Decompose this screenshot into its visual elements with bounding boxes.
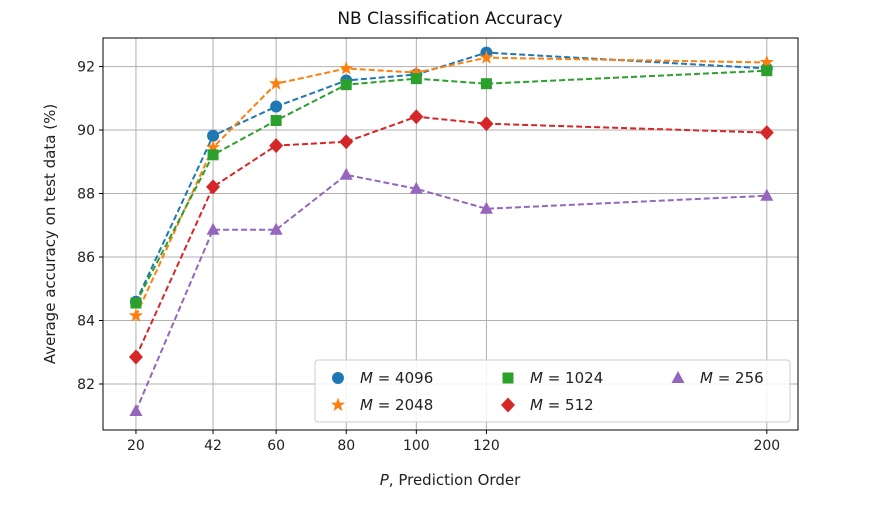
x-tick-label: 60 [267,438,285,454]
x-tick-label: 200 [753,438,780,454]
legend-label: M = 256 [700,369,764,387]
series-m-1024 [130,65,773,309]
legend-label: M = 2048 [360,396,433,414]
plot-frame [102,37,799,431]
data-point [128,349,143,365]
data-point [759,54,774,69]
chart-title: NB Classification Accuracy [337,9,562,29]
data-point [205,140,221,154]
legend-marker [671,371,685,383]
legend-variable: M [530,369,543,387]
data-point [269,138,284,154]
data-point [129,403,143,416]
series-line [135,51,767,303]
series-m-2048 [128,50,774,322]
y-tick-label: 92 [77,60,95,76]
x-axis-variable: P [380,471,390,489]
data-point [479,116,494,132]
y-axis-label: Average accuracy on test data (%) [41,104,59,364]
x-tick-label: 20 [127,438,145,454]
data-point [761,65,773,77]
x-axis-label-text: , Prediction Order [389,471,521,489]
data-point [207,149,219,161]
legend-label: M = 1024 [530,369,603,387]
legend-variable: M [360,396,373,414]
series-m-256 [129,167,774,416]
series-line [135,69,767,304]
legend-value: = 256 [713,369,764,387]
data-point [480,78,492,90]
data-point [410,73,422,85]
data-point [479,201,493,214]
y-tick-label: 88 [77,187,95,203]
data-point [409,181,423,194]
legend-variable: M [530,396,543,414]
data-point [760,188,774,201]
legend-label: M = 512 [530,396,594,414]
x-tick-label: 42 [204,438,222,454]
data-point [269,76,284,90]
y-tick-label: 82 [77,377,95,393]
legend-marker [332,372,344,384]
data-point [270,100,283,113]
legend-value: = 4096 [373,369,433,387]
data-point [479,50,494,64]
data-point [759,125,774,141]
data-point [206,222,220,235]
data-point [207,129,220,142]
data-point [128,308,144,322]
legend-marker [501,397,515,413]
series-m-512 [128,109,774,365]
series-line [135,56,767,317]
data-point [206,179,221,195]
legend-marker [330,397,346,412]
data-point [409,109,424,125]
legend-marker [502,372,514,384]
y-tick-label: 90 [77,123,95,139]
x-axis-label: P, Prediction Order [380,471,521,489]
legend-label: M = 4096 [360,369,433,387]
data-point [409,65,424,79]
legend-value: = 2048 [373,396,433,414]
data-point [269,222,283,235]
data-point [270,115,282,127]
y-tick-label: 84 [77,313,95,329]
legend-value: = 512 [543,396,594,414]
data-point [339,61,354,75]
data-point [339,134,354,150]
legend-variable: M [700,369,713,387]
data-point [340,79,352,91]
x-tick-label: 120 [473,438,500,454]
x-tick-label: 80 [337,438,355,454]
x-tick-label: 100 [403,438,430,454]
data-point [339,167,353,180]
y-tick-label: 86 [77,250,95,266]
data-point [130,297,142,309]
legend-value: = 1024 [543,369,603,387]
legend-variable: M [360,369,373,387]
